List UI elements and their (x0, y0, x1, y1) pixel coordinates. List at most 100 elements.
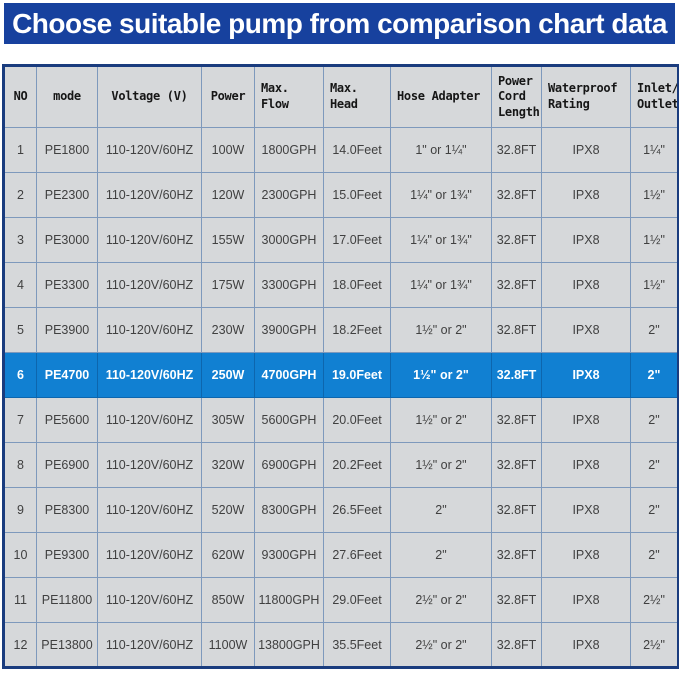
cell-hose-adapter: 2" (390, 532, 492, 578)
cell-power-cord-length: 32.8FT (491, 577, 542, 623)
cell-max-head: 18.2Feet (323, 307, 391, 353)
cell-waterproof-rating: IPX8 (541, 397, 631, 443)
cell-no: 7 (3, 397, 37, 443)
header-hose-adapter: Hose Adapter (390, 65, 492, 128)
cell-max-head: 17.0Feet (323, 217, 391, 263)
cell-max-flow: 5600GPH (254, 397, 324, 443)
header-waterproof-rating: Waterproof Rating (541, 65, 631, 128)
cell-voltage: 110-120V/60HZ (97, 442, 202, 488)
cell-power-cord-length: 32.8FT (491, 217, 542, 263)
cell-no: 4 (3, 262, 37, 308)
table-row: 2 PE2300 110-120V/60HZ 120W 2300GPH 15.0… (3, 172, 679, 218)
cell-no: 3 (3, 217, 37, 263)
cell-inlet-outlet: 2" (630, 487, 679, 533)
page-title-banner: Choose suitable pump from comparison cha… (4, 3, 675, 44)
cell-power-cord-length: 32.8FT (491, 262, 542, 308)
cell-no: 2 (3, 172, 37, 218)
cell-max-flow: 3900GPH (254, 307, 324, 353)
cell-voltage: 110-120V/60HZ (97, 577, 202, 623)
cell-max-head: 29.0Feet (323, 577, 391, 623)
cell-hose-adapter: 1¼" or 1¾" (390, 262, 492, 308)
cell-max-flow: 3300GPH (254, 262, 324, 308)
table-row: 4 PE3300 110-120V/60HZ 175W 3300GPH 18.0… (3, 262, 679, 308)
cell-max-head: 26.5Feet (323, 487, 391, 533)
header-max-head: Max. Head (323, 65, 391, 128)
cell-inlet-outlet: 1½" (630, 172, 679, 218)
header-row: NO mode Voltage (V) Power Max. Flow Max.… (3, 65, 679, 128)
cell-power-cord-length: 32.8FT (491, 172, 542, 218)
cell-power: 250W (201, 352, 255, 398)
cell-no: 1 (3, 127, 37, 173)
cell-power: 100W (201, 127, 255, 173)
table-header: NO mode Voltage (V) Power Max. Flow Max.… (3, 65, 679, 128)
cell-power-cord-length: 32.8FT (491, 352, 542, 398)
cell-waterproof-rating: IPX8 (541, 532, 631, 578)
cell-waterproof-rating: IPX8 (541, 217, 631, 263)
cell-inlet-outlet: 2½" (630, 622, 679, 668)
table-row: 10 PE9300 110-120V/60HZ 620W 9300GPH 27.… (3, 532, 679, 578)
cell-mode: PE4700 (36, 352, 98, 398)
cell-power: 155W (201, 217, 255, 263)
cell-waterproof-rating: IPX8 (541, 577, 631, 623)
cell-mode: PE11800 (36, 577, 98, 623)
cell-mode: PE1800 (36, 127, 98, 173)
cell-waterproof-rating: IPX8 (541, 442, 631, 488)
cell-no: 10 (3, 532, 37, 578)
cell-voltage: 110-120V/60HZ (97, 217, 202, 263)
page-title: Choose suitable pump from comparison cha… (12, 7, 667, 39)
cell-voltage: 110-120V/60HZ (97, 622, 202, 668)
cell-power: 620W (201, 532, 255, 578)
cell-voltage: 110-120V/60HZ (97, 352, 202, 398)
cell-power: 320W (201, 442, 255, 488)
cell-max-flow: 1800GPH (254, 127, 324, 173)
table-row: 5 PE3900 110-120V/60HZ 230W 3900GPH 18.2… (3, 307, 679, 353)
cell-inlet-outlet: 1½" (630, 262, 679, 308)
cell-power: 850W (201, 577, 255, 623)
cell-max-flow: 2300GPH (254, 172, 324, 218)
table-row-highlighted: 6 PE4700 110-120V/60HZ 250W 4700GPH 19.0… (3, 352, 679, 398)
cell-max-flow: 8300GPH (254, 487, 324, 533)
comparison-table-container: NO mode Voltage (V) Power Max. Flow Max.… (2, 64, 679, 669)
cell-no: 12 (3, 622, 37, 668)
cell-waterproof-rating: IPX8 (541, 262, 631, 308)
header-voltage: Voltage (V) (97, 65, 202, 128)
cell-mode: PE3300 (36, 262, 98, 308)
cell-power: 120W (201, 172, 255, 218)
header-no: NO (3, 65, 37, 128)
cell-mode: PE8300 (36, 487, 98, 533)
cell-inlet-outlet: 1¼" (630, 127, 679, 173)
header-max-flow: Max. Flow (254, 65, 324, 128)
table-row: 12 PE13800 110-120V/60HZ 1100W 13800GPH … (3, 622, 679, 668)
cell-no: 9 (3, 487, 37, 533)
cell-inlet-outlet: 2½" (630, 577, 679, 623)
cell-inlet-outlet: 2" (630, 307, 679, 353)
cell-voltage: 110-120V/60HZ (97, 532, 202, 578)
cell-max-head: 19.0Feet (323, 352, 391, 398)
cell-inlet-outlet: 1½" (630, 217, 679, 263)
cell-waterproof-rating: IPX8 (541, 622, 631, 668)
cell-hose-adapter: 1½" or 2" (390, 307, 492, 353)
cell-voltage: 110-120V/60HZ (97, 262, 202, 308)
header-power-cord-length: Power Cord Length (491, 65, 542, 128)
cell-voltage: 110-120V/60HZ (97, 397, 202, 443)
cell-mode: PE9300 (36, 532, 98, 578)
table-row: 1 PE1800 110-120V/60HZ 100W 1800GPH 14.0… (3, 127, 679, 173)
cell-power: 175W (201, 262, 255, 308)
cell-voltage: 110-120V/60HZ (97, 172, 202, 218)
cell-hose-adapter: 2½" or 2" (390, 622, 492, 668)
cell-power-cord-length: 32.8FT (491, 532, 542, 578)
table-row: 7 PE5600 110-120V/60HZ 305W 5600GPH 20.0… (3, 397, 679, 443)
cell-max-flow: 9300GPH (254, 532, 324, 578)
cell-max-flow: 4700GPH (254, 352, 324, 398)
cell-max-head: 20.2Feet (323, 442, 391, 488)
cell-power-cord-length: 32.8FT (491, 622, 542, 668)
header-mode: mode (36, 65, 98, 128)
cell-waterproof-rating: IPX8 (541, 127, 631, 173)
cell-max-head: 18.0Feet (323, 262, 391, 308)
cell-mode: PE13800 (36, 622, 98, 668)
table-row: 8 PE6900 110-120V/60HZ 320W 6900GPH 20.2… (3, 442, 679, 488)
cell-hose-adapter: 1" or 1¼" (390, 127, 492, 173)
cell-waterproof-rating: IPX8 (541, 487, 631, 533)
table-row: 11 PE11800 110-120V/60HZ 850W 11800GPH 2… (3, 577, 679, 623)
cell-hose-adapter: 2" (390, 487, 492, 533)
